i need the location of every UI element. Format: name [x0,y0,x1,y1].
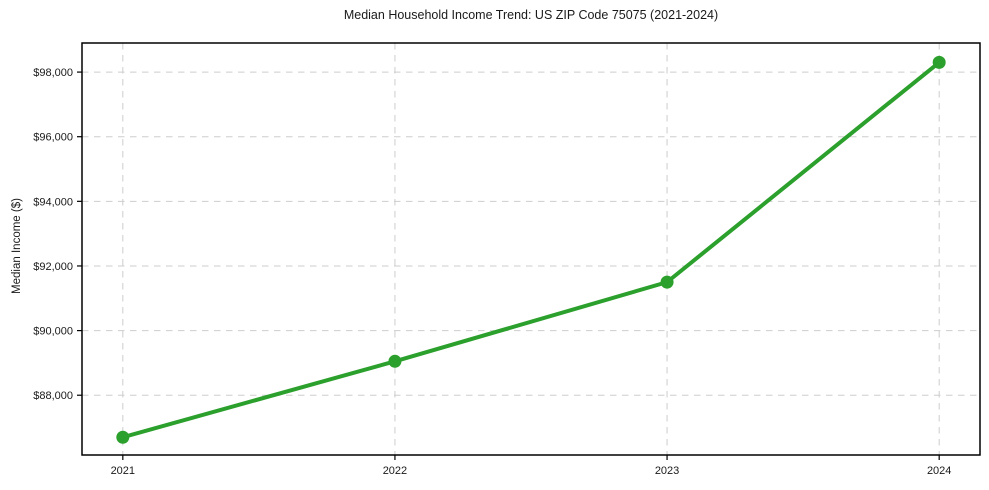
y-tick-label: $88,000 [33,390,73,402]
y-tick-label: $92,000 [33,261,73,273]
y-tick-label: $90,000 [33,326,73,338]
data-point-2021 [116,430,130,444]
x-tick-label: 2021 [111,465,135,477]
data-point-2023 [660,275,674,289]
y-tick-label: $98,000 [33,67,73,79]
x-tick-label: 2023 [655,465,679,477]
trend-line [120,60,942,440]
data-point-2024 [932,55,946,69]
chart-title: Median Household Income Trend: US ZIP Co… [343,8,719,22]
x-tick-label: 2024 [927,465,951,477]
plot-border [81,42,981,456]
y-tick-label: $96,000 [33,132,73,144]
x-tick-label: 2022 [383,465,407,477]
data-point-2022 [388,354,402,368]
y-tick-label: $94,000 [33,196,73,208]
